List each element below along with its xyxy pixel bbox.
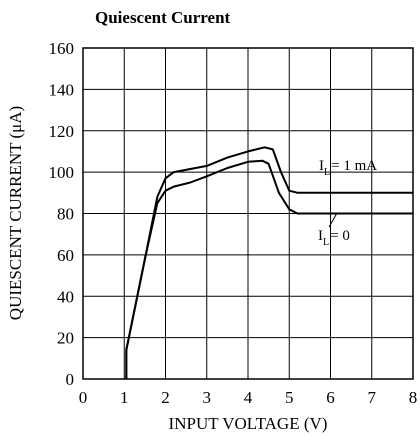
x-tick-label: 3: [203, 388, 212, 407]
series-line-1: [125, 159, 413, 379]
x-tick-label: 5: [285, 388, 294, 407]
series-lines: [125, 146, 413, 379]
series-line-0: [125, 146, 413, 379]
y-tick-label: 0: [66, 370, 75, 389]
x-tick-label: 2: [161, 388, 170, 407]
x-tick-label: 7: [368, 388, 377, 407]
series-label-0: IL= 0: [318, 228, 350, 248]
x-tick-label: 6: [326, 388, 335, 407]
x-tick-label: 0: [79, 388, 88, 407]
plot-frame: [82, 47, 414, 380]
x-tick-label: 8: [409, 388, 418, 407]
leader-line: [328, 212, 338, 228]
y-axis-label: QUIESCENT CURRENT (μA): [6, 106, 25, 320]
y-tick-label: 100: [49, 163, 75, 182]
y-tick-label: 120: [49, 122, 75, 141]
y-tick-label: 160: [49, 39, 75, 58]
series-labels: IL= 1 mA IL= 0: [318, 158, 377, 248]
y-tick-label: 80: [57, 205, 74, 224]
x-axis-label: INPUT VOLTAGE (V): [169, 414, 328, 433]
series-label-1ma: IL= 1 mA: [319, 158, 377, 178]
x-tick-label: 4: [244, 388, 253, 407]
y-tick-label: 140: [49, 80, 75, 99]
x-tick-label: 1: [120, 388, 129, 407]
y-tick-label: 40: [57, 287, 74, 306]
chart-title: Quiescent Current: [95, 8, 231, 27]
y-tick-label: 60: [57, 246, 74, 265]
y-tick-label: 20: [57, 329, 74, 348]
